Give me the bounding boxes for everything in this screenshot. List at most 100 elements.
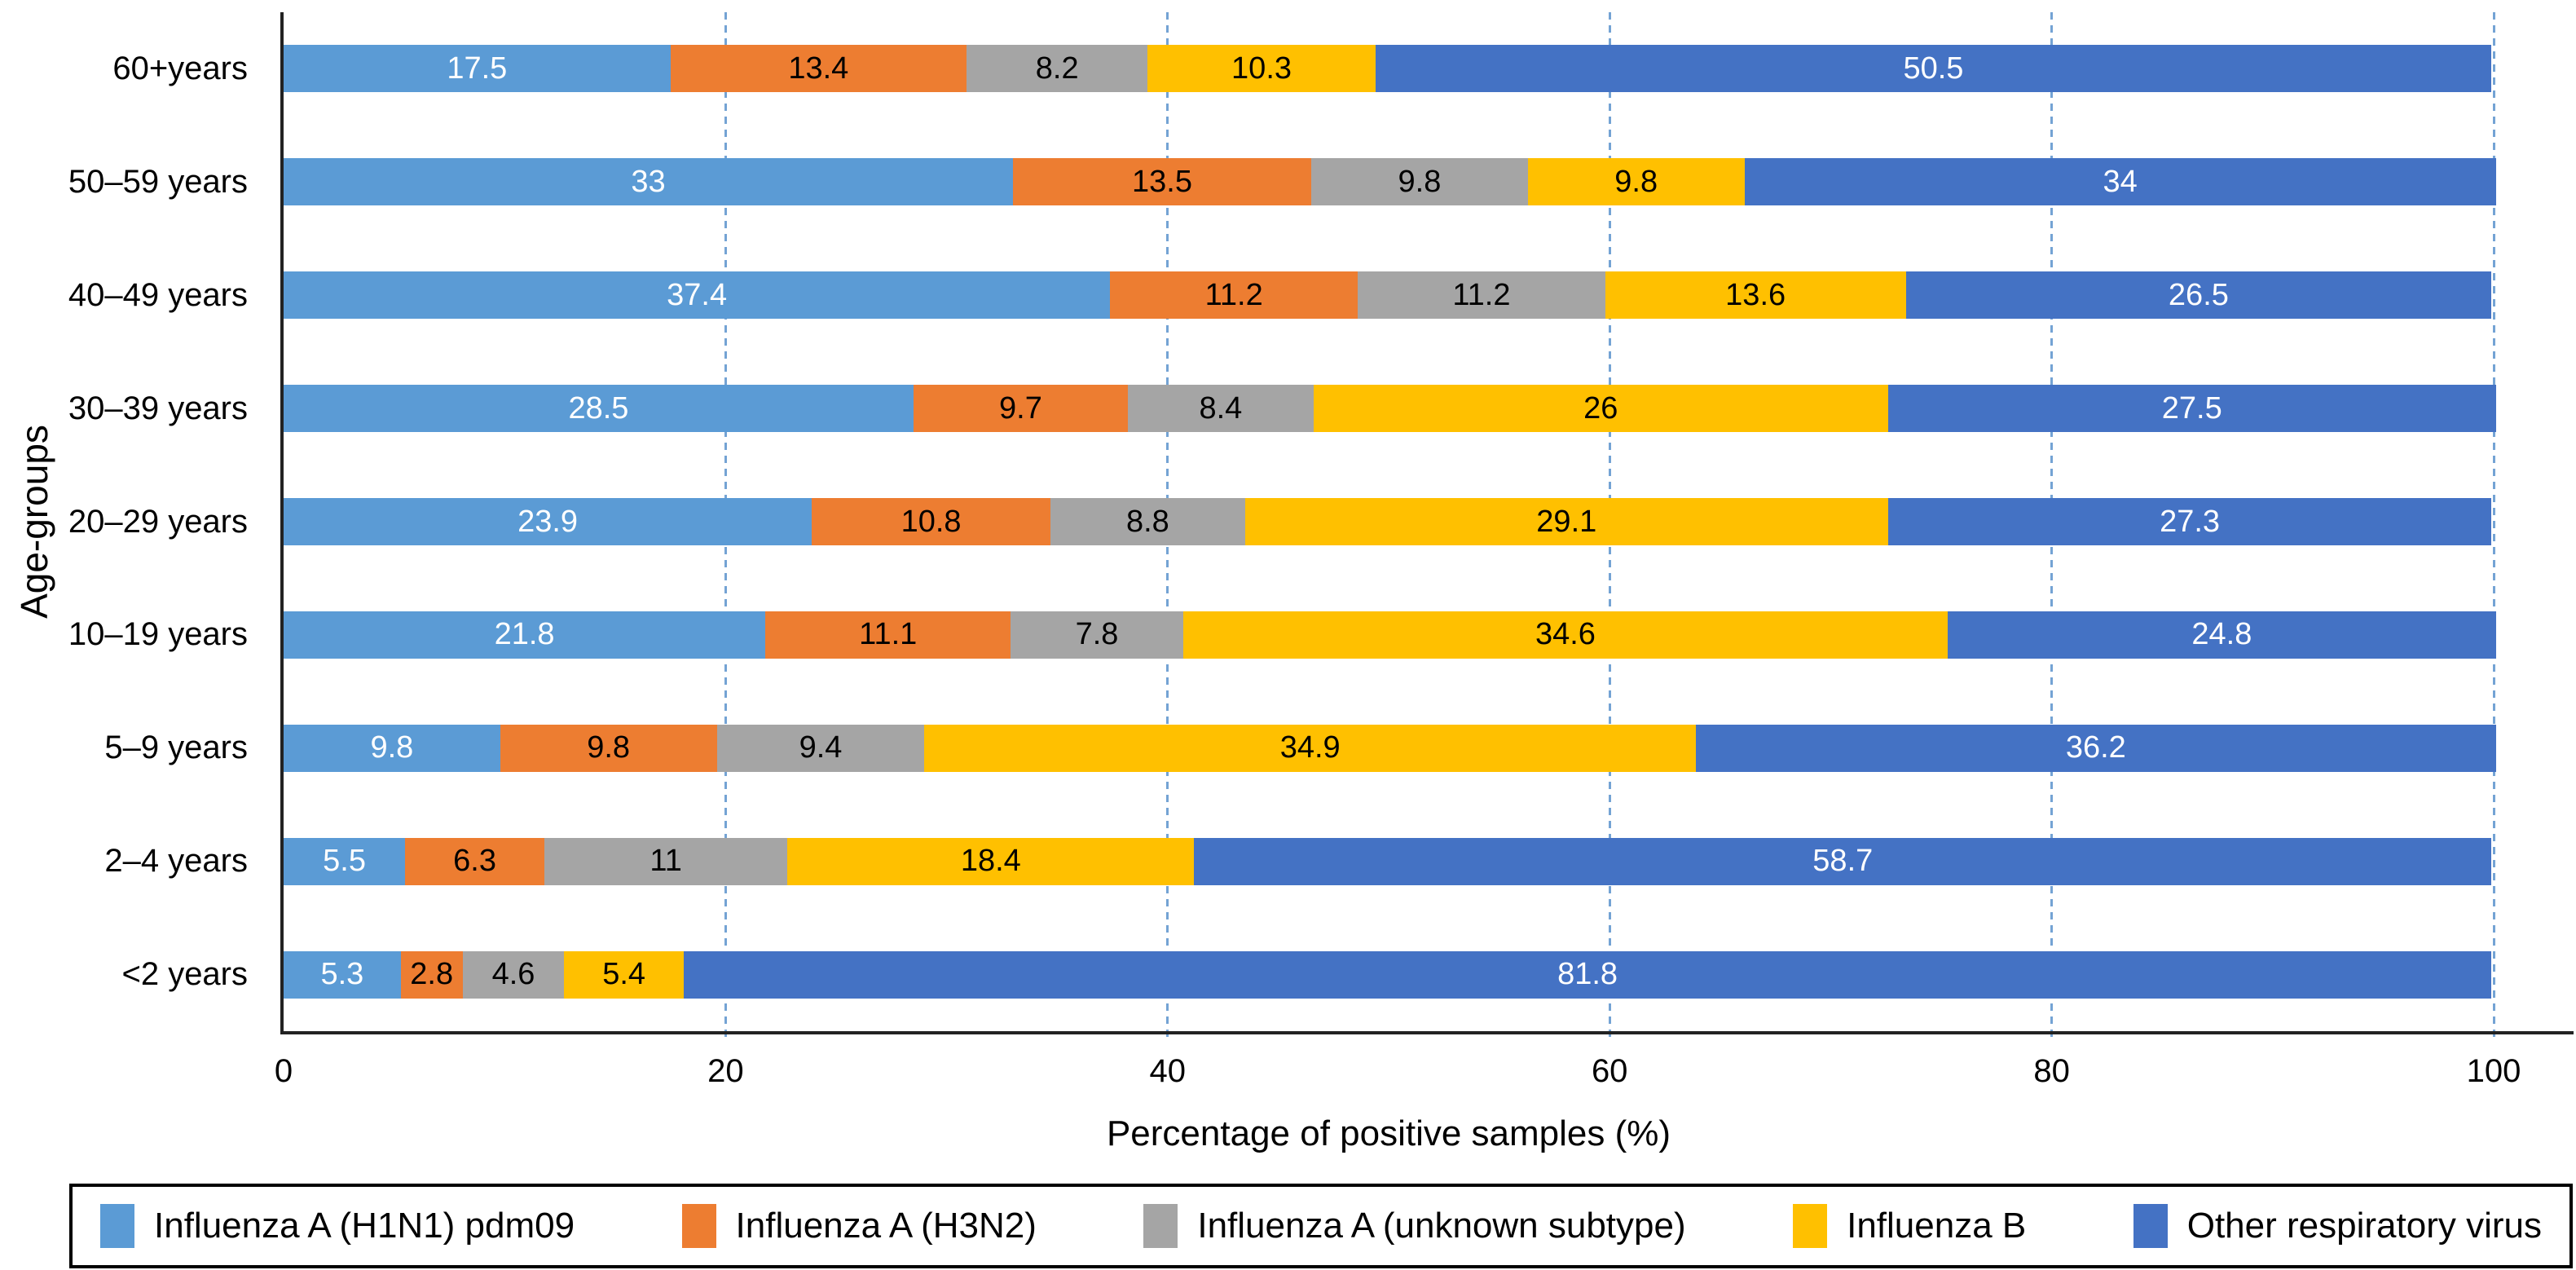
bar-value-label: 27.5 <box>2161 390 2222 426</box>
bar-row: 17.5 13.4 8.2 10.3 50.5 <box>284 12 2494 126</box>
bar-segment: 34 <box>1744 158 2496 206</box>
bar-value-label: 26.5 <box>2168 277 2229 312</box>
x-axis-tick-labels: 0 20 40 60 80 100 <box>275 1053 2521 1096</box>
bar-segment: 9.8 <box>500 724 717 772</box>
bar-segment: 26 <box>1313 385 1888 433</box>
plot-area: 17.5 13.4 8.2 10.3 50.5 33 13.5 9.8 9.8 34 37.4 11.… <box>280 12 2574 1041</box>
x-tick-label: 0 <box>274 1053 293 1089</box>
x-tick-label: 20 <box>707 1053 744 1089</box>
bar-segment: 81.8 <box>683 950 2492 999</box>
bar-segment: 24.8 <box>1948 611 2496 659</box>
bar-segment: 37.4 <box>284 271 1111 320</box>
bar-value-label: 9.4 <box>799 730 843 765</box>
legend-swatch <box>2133 1204 2168 1248</box>
bar-value-label: 24.8 <box>2191 617 2252 652</box>
x-tick-label: 40 <box>1149 1053 1187 1089</box>
bar-value-label: 8.4 <box>1199 390 1243 426</box>
bar-segment: 18.4 <box>787 837 1195 885</box>
bar-value-label: 21.8 <box>494 617 555 652</box>
bar-value-label: 26 <box>1583 390 1618 426</box>
y-axis-line <box>280 12 284 1034</box>
bar-value-label: 34.6 <box>1535 617 1596 652</box>
category-label: 60+years <box>112 50 248 86</box>
bar-segment: 21.8 <box>284 611 766 659</box>
bar-value-label: 33 <box>631 164 666 199</box>
bar-value-label: 81.8 <box>1557 957 1618 992</box>
x-axis-line <box>280 1031 2574 1034</box>
bar-segment: 11.2 <box>1110 271 1358 320</box>
legend-item: Influenza A (H3N2) <box>681 1204 1037 1248</box>
bar-value-label: 28.5 <box>568 390 629 426</box>
bar-segment: 8.2 <box>967 45 1148 93</box>
bar-segment: 34.9 <box>924 724 1696 772</box>
bar-value-label: 5.5 <box>323 844 366 879</box>
bar-value-label: 7.8 <box>1075 617 1119 652</box>
bar-segment: 36.2 <box>1695 724 2496 772</box>
bar-segment: 8.4 <box>1127 385 1314 433</box>
bar-segment: 5.4 <box>564 950 684 999</box>
bar-value-label: 13.5 <box>1132 164 1192 199</box>
bar-value-label: 29.1 <box>1536 504 1597 539</box>
bar-value-label: 11.2 <box>1204 277 1263 312</box>
bar-value-label: 8.2 <box>1035 51 1079 86</box>
bar-segment: 58.7 <box>1194 837 2492 885</box>
bar-value-label: 50.5 <box>1903 51 1964 86</box>
bars-layer: 17.5 13.4 8.2 10.3 50.5 33 13.5 9.8 9.8 34 37.4 11.… <box>284 12 2496 1031</box>
bar-value-label: 36.2 <box>2065 730 2126 765</box>
bar-value-label: 11.1 <box>859 617 918 652</box>
bar-row: 21.8 11.1 7.8 34.6 24.8 <box>284 578 2496 691</box>
bar-segment: 2.8 <box>400 950 463 999</box>
bar-segment: 27.5 <box>1887 385 2496 433</box>
category-label: 50–59 years <box>68 163 248 200</box>
bar-segment: 9.8 <box>284 724 500 772</box>
legend-swatch <box>100 1204 134 1248</box>
bar-row: 28.5 9.7 8.4 26 27.5 <box>284 352 2496 465</box>
legend-label: Influenza A (unknown subtype) <box>1197 1206 1686 1246</box>
legend-swatch <box>1143 1204 1178 1248</box>
bar-value-label: 8.8 <box>1125 504 1169 539</box>
bar-value-label: 9.7 <box>999 390 1042 426</box>
bar-segment: 26.5 <box>1905 271 2492 320</box>
bar-value-label: 11.2 <box>1452 277 1511 312</box>
y-axis-category-labels: 60+years 50–59 years 40–49 years 30–39 year… <box>0 12 284 1031</box>
gridline-100 <box>2492 12 2495 1041</box>
bar-value-label: 10.3 <box>1231 51 1292 86</box>
legend: Influenza A (H1N1) pdm09 Influenza A (H3N… <box>69 1184 2573 1268</box>
bar-row: 23.9 10.8 8.8 29.1 27.3 <box>284 465 2494 579</box>
bar-value-label: 34 <box>2103 164 2138 199</box>
bar-segment: 10.3 <box>1147 45 1376 93</box>
bar-row: 5.3 2.8 4.6 5.4 81.8 <box>284 918 2494 1031</box>
bar-value-label: 5.3 <box>320 957 364 992</box>
bar-segment: 34.6 <box>1182 611 1949 659</box>
category-label: 5–9 years <box>104 730 248 766</box>
category-label: 2–4 years <box>104 843 248 880</box>
bar-segment: 33 <box>284 158 1013 206</box>
category-label: 10–19 years <box>68 616 248 653</box>
legend-swatch <box>1793 1204 1828 1248</box>
bar-segment: 7.8 <box>1011 611 1183 659</box>
legend-label: Influenza A (H3N2) <box>735 1206 1037 1246</box>
legend-label: Influenza A (H1N1) pdm09 <box>154 1206 575 1246</box>
bar-value-label: 27.3 <box>2160 504 2221 539</box>
bar-value-label: 2.8 <box>410 957 454 992</box>
bar-segment: 13.5 <box>1012 158 1312 206</box>
category-label: 40–49 years <box>68 276 248 313</box>
bar-value-label: 6.3 <box>453 844 496 879</box>
legend-label: Influenza B <box>1847 1206 2027 1246</box>
bar-value-label: 58.7 <box>1812 844 1874 879</box>
bar-segment: 9.4 <box>716 724 925 772</box>
bar-row: 37.4 11.2 11.2 13.6 26.5 <box>284 239 2494 352</box>
bar-segment: 29.1 <box>1244 498 1888 545</box>
bar-value-label: 34.9 <box>1279 730 1341 765</box>
bar-value-label: 17.5 <box>447 51 508 86</box>
x-tick-label: 100 <box>2466 1053 2521 1089</box>
bar-segment: 28.5 <box>284 385 914 433</box>
bar-segment: 9.7 <box>913 385 1128 433</box>
bar-value-label: 23.9 <box>517 504 579 539</box>
bar-segment: 17.5 <box>284 45 671 93</box>
bar-segment: 8.8 <box>1050 498 1245 545</box>
bar-value-label: 5.4 <box>602 957 646 992</box>
bar-value-label: 10.8 <box>900 504 962 539</box>
category-label: 30–39 years <box>68 390 248 426</box>
bar-segment: 9.8 <box>1527 158 1745 206</box>
